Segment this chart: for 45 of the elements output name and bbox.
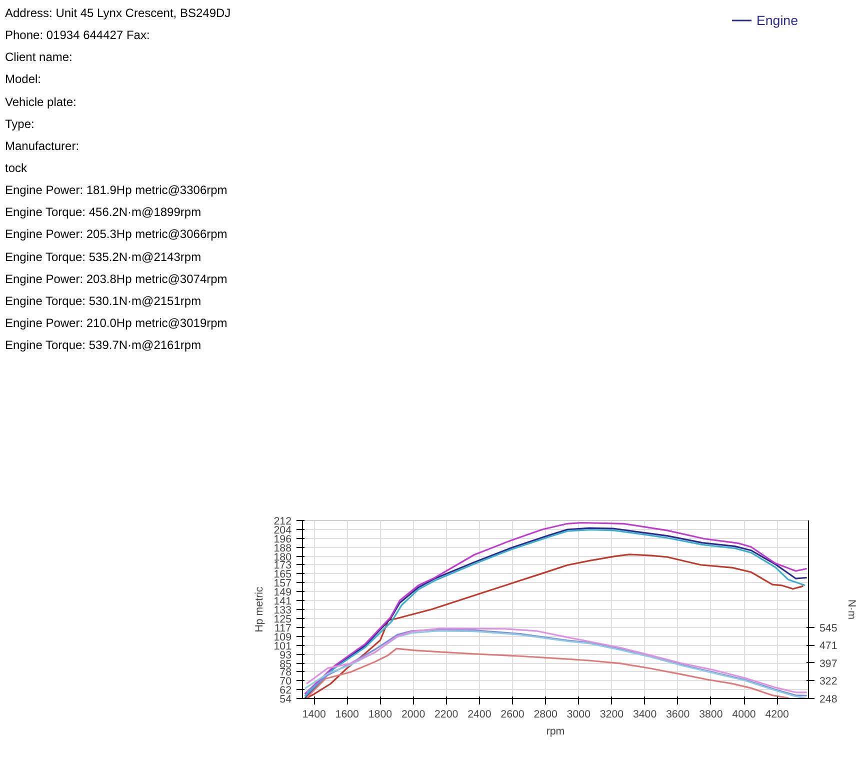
x-tick-label: 1800 — [368, 708, 392, 720]
x-tick-label: 2200 — [434, 708, 458, 720]
text: Model: — [5, 71, 42, 88]
y2-tick-label: 322 — [820, 676, 838, 688]
text: Phone: 01934 644427 Fax: — [5, 27, 151, 44]
text: Type: — [5, 116, 36, 133]
x-tick-label: 3400 — [632, 708, 657, 720]
text: Vehicle plate: — [5, 94, 78, 111]
y-tick-label: 54 — [280, 694, 292, 706]
text: Engine Power: 210.0Hp metric@3019rpm — [5, 314, 228, 332]
text: Engine Power: 203.8Hp metric@3074rpm — [5, 270, 228, 288]
x-tick-label: 1600 — [335, 708, 360, 720]
x-tick-label: 2400 — [468, 708, 492, 720]
x-tick-label: 4000 — [732, 708, 756, 720]
text: Engine Power: 181.9Hp metric@3306rpm — [5, 182, 228, 200]
text: Client name: — [5, 49, 74, 66]
x-tick-label: 3200 — [600, 708, 624, 720]
x-tick-label: 3600 — [666, 708, 690, 720]
text: Address: Unit 45 Lynx Crescent, BS249DJ — [5, 5, 231, 22]
legend-label: Engine — [756, 12, 798, 28]
y2-tick-label: 545 — [820, 622, 838, 634]
x-tick-label: 3800 — [699, 708, 723, 720]
y-tick-label: 212 — [274, 516, 292, 528]
line-series — [305, 554, 804, 698]
line-series — [306, 648, 790, 698]
x-tick-label: 3000 — [566, 708, 591, 720]
text: Engine Torque: 456.2N·m@1899rpm — [5, 204, 202, 222]
x-tick-label: 2600 — [500, 708, 524, 720]
y2-axis-title: N·m — [845, 599, 858, 620]
x-tick-label: 4200 — [765, 708, 790, 720]
text: Engine Torque: 539.7N·m@2161rpm — [5, 337, 202, 354]
x-tick-label: 1400 — [302, 708, 326, 720]
x-axis-title: rpm — [546, 726, 565, 738]
x-tick-label: 2000 — [401, 708, 426, 720]
y-axis-title: Hp metric — [254, 586, 266, 632]
text: Engine Torque: 530.1N·m@2151rpm — [5, 292, 202, 310]
text: Manufacturer: — [5, 138, 80, 155]
y2-tick-label: 397 — [820, 658, 838, 670]
y2-tick-label: 471 — [820, 640, 838, 652]
y-tick-label: 133 — [274, 604, 292, 616]
text: tock — [5, 160, 28, 177]
x-tick-label: 2800 — [534, 708, 558, 720]
y2-tick-label: 248 — [820, 694, 838, 706]
text: Engine Power: 205.3Hp metric@3066rpm — [5, 226, 228, 244]
text: Engine Torque: 535.2N·m@2143rpm — [5, 248, 202, 266]
